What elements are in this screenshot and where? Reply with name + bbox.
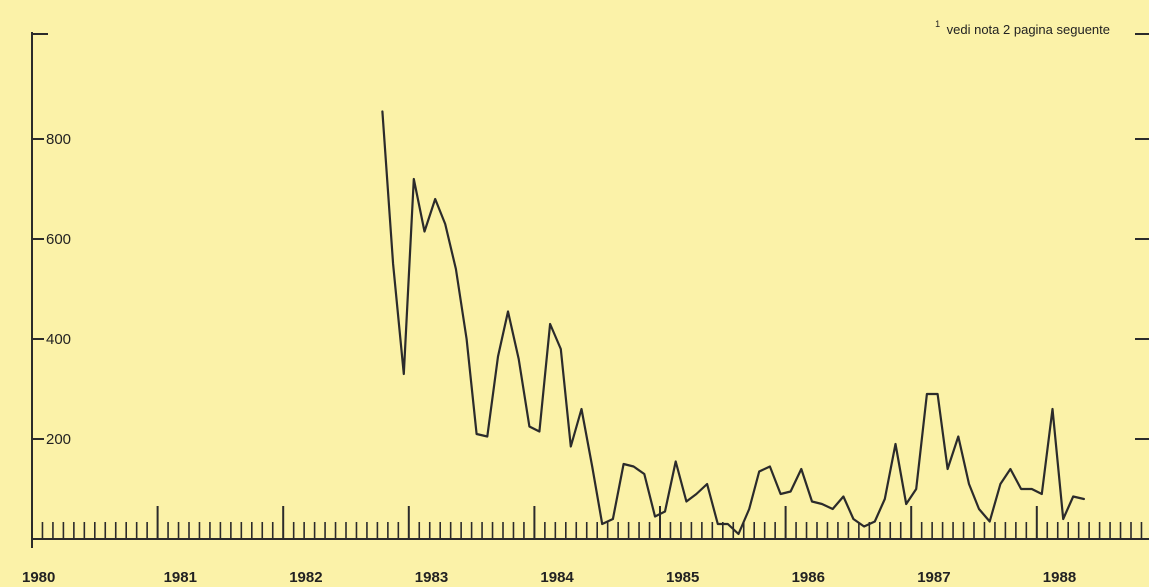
x-tick-label-1986: 1986 <box>792 569 825 586</box>
x-tick-label-1980: 1980 <box>22 569 55 586</box>
x-tick-label-1984: 1984 <box>540 569 574 586</box>
y-tick-label-200: 200 <box>46 431 71 448</box>
x-tick-label-1985: 1985 <box>666 569 699 586</box>
annotation-text: vedi nota 2 pagina seguente <box>947 22 1110 37</box>
x-tick-label-1983: 1983 <box>415 569 448 586</box>
x-tick-label-1981: 1981 <box>164 569 197 586</box>
x-axis: 1980 1981 1982 1983 1984 1985 1986 1987 1988 <box>22 506 1149 586</box>
annotation-note: 1 vedi nota 2 pagina seguente <box>935 14 1110 37</box>
annotation-superscript: 1 <box>935 19 940 29</box>
y-axis-left: 200 400 600 800 <box>31 32 71 548</box>
series-line-0 <box>381 110 1086 536</box>
y-tick-label-600: 600 <box>46 231 71 248</box>
x-tick-label-1982: 1982 <box>289 569 322 586</box>
y-tick-label-400: 400 <box>46 331 71 348</box>
y-axis-right <box>1135 33 1149 440</box>
y-tick-label-800: 800 <box>46 131 71 148</box>
x-tick-label-1987: 1987 <box>917 569 950 586</box>
x-tick-label-1988: 1988 <box>1043 569 1076 586</box>
